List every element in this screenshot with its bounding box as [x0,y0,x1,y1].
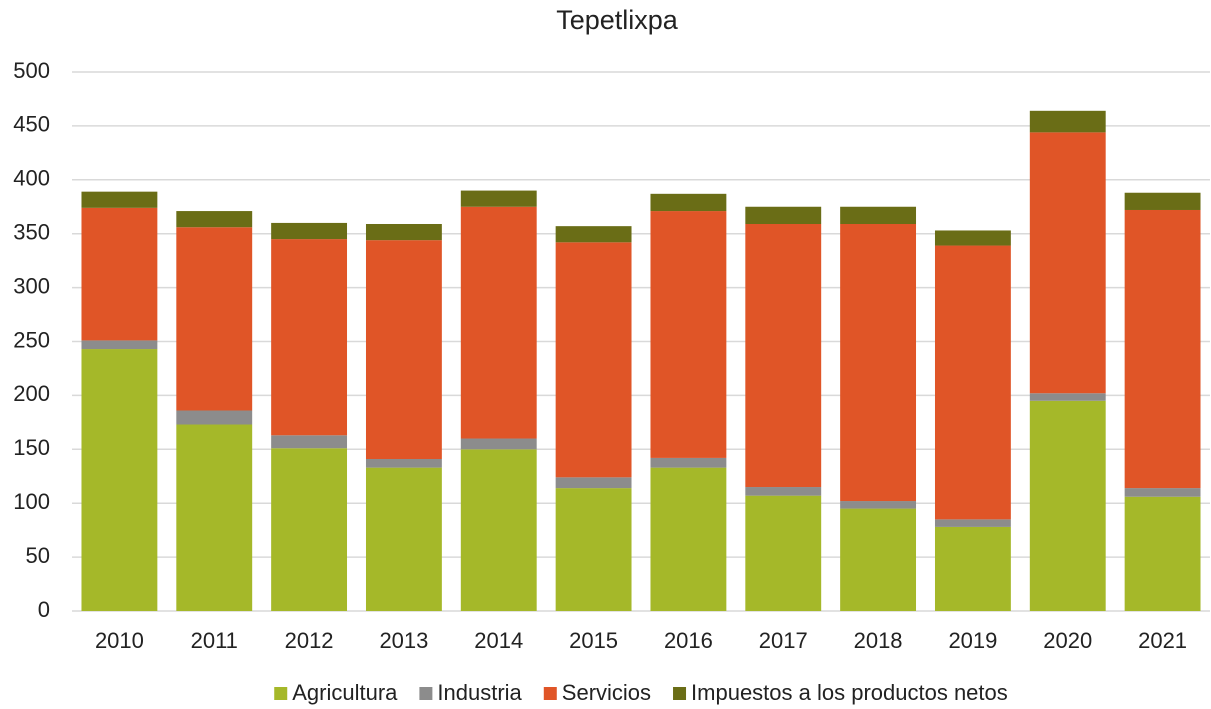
bar-segment [271,239,348,436]
bar-segment [555,488,632,611]
bar-segment [1029,110,1106,133]
bar-segment [840,206,917,224]
bar-segment [176,211,253,228]
bar-segment [650,457,727,468]
bar-segment [745,495,822,611]
x-tick-label: 2019 [948,628,997,653]
legend-label: Industria [437,680,522,705]
x-tick-label: 2010 [95,628,144,653]
bar-segment [271,435,348,449]
x-tick-label: 2012 [285,628,334,653]
x-tick-label: 2018 [854,628,903,653]
x-tick-label: 2016 [664,628,713,653]
legend-swatch [419,687,433,700]
bar-segment [555,242,632,478]
bar-segment [555,477,632,489]
x-tick-label: 2021 [1138,628,1187,653]
bar-segment [934,519,1011,527]
bar-segment [1029,400,1106,611]
y-tick-label: 400 [13,166,50,191]
bar-segment [176,227,253,411]
bar-segment [745,487,822,496]
y-tick-label: 450 [13,112,50,137]
y-tick-label: 50 [26,543,50,568]
bar-segment [365,459,442,468]
bar-segment [271,448,348,611]
bar-segment [555,226,632,243]
legend-swatch [543,687,557,700]
bar-segment [745,206,822,224]
legend-label: Impuestos a los productos netos [691,680,1008,705]
bar-segment [1124,496,1201,611]
chart-title: Tepetlixpa [556,5,679,35]
bar-segment [1124,209,1201,489]
bar-segment [460,449,537,611]
bar-segment [1124,192,1201,210]
bar-segment [1124,488,1201,497]
bar-segment [81,340,158,350]
bar-segment [934,230,1011,246]
x-tick-label: 2013 [379,628,428,653]
bar-segment [840,223,917,502]
bar-segment [650,193,727,212]
bar-segment [460,206,537,439]
bar-segment [934,526,1011,611]
x-tick-label: 2020 [1043,628,1092,653]
bar-segment [1029,393,1106,401]
y-tick-label: 250 [13,327,50,352]
bar-segment [365,223,442,241]
bar-segment [81,207,158,341]
y-tick-label: 300 [13,273,50,298]
legend-label: Agricultura [292,680,398,705]
bar-segment [650,211,727,458]
y-tick-label: 150 [13,435,50,460]
bar-segment [650,467,727,611]
bar-segment [271,222,348,240]
bar-segment [81,191,158,208]
legend-label: Servicios [562,680,651,705]
x-tick-label: 2015 [569,628,618,653]
x-tick-label: 2014 [474,628,523,653]
bar-segment [934,245,1011,520]
bar-segment [840,501,917,509]
bar-segment [176,410,253,425]
bar-segment [460,438,537,450]
bar-segment [365,467,442,611]
bar-segment [176,424,253,611]
y-tick-label: 200 [13,381,50,406]
bar-segment [1029,132,1106,394]
bar-segment [365,240,442,460]
legend-swatch [673,687,687,700]
x-tick-label: 2011 [191,628,238,653]
bar-segment [745,223,822,488]
y-tick-label: 500 [13,58,50,83]
y-tick-label: 350 [13,220,50,245]
x-tick-label: 2017 [759,628,808,653]
bar-segment [840,508,917,611]
y-tick-label: 100 [13,489,50,514]
bar-segment [81,349,158,611]
y-tick-label: 0 [38,597,50,622]
legend-swatch [274,687,288,700]
bar-segment [460,190,537,207]
